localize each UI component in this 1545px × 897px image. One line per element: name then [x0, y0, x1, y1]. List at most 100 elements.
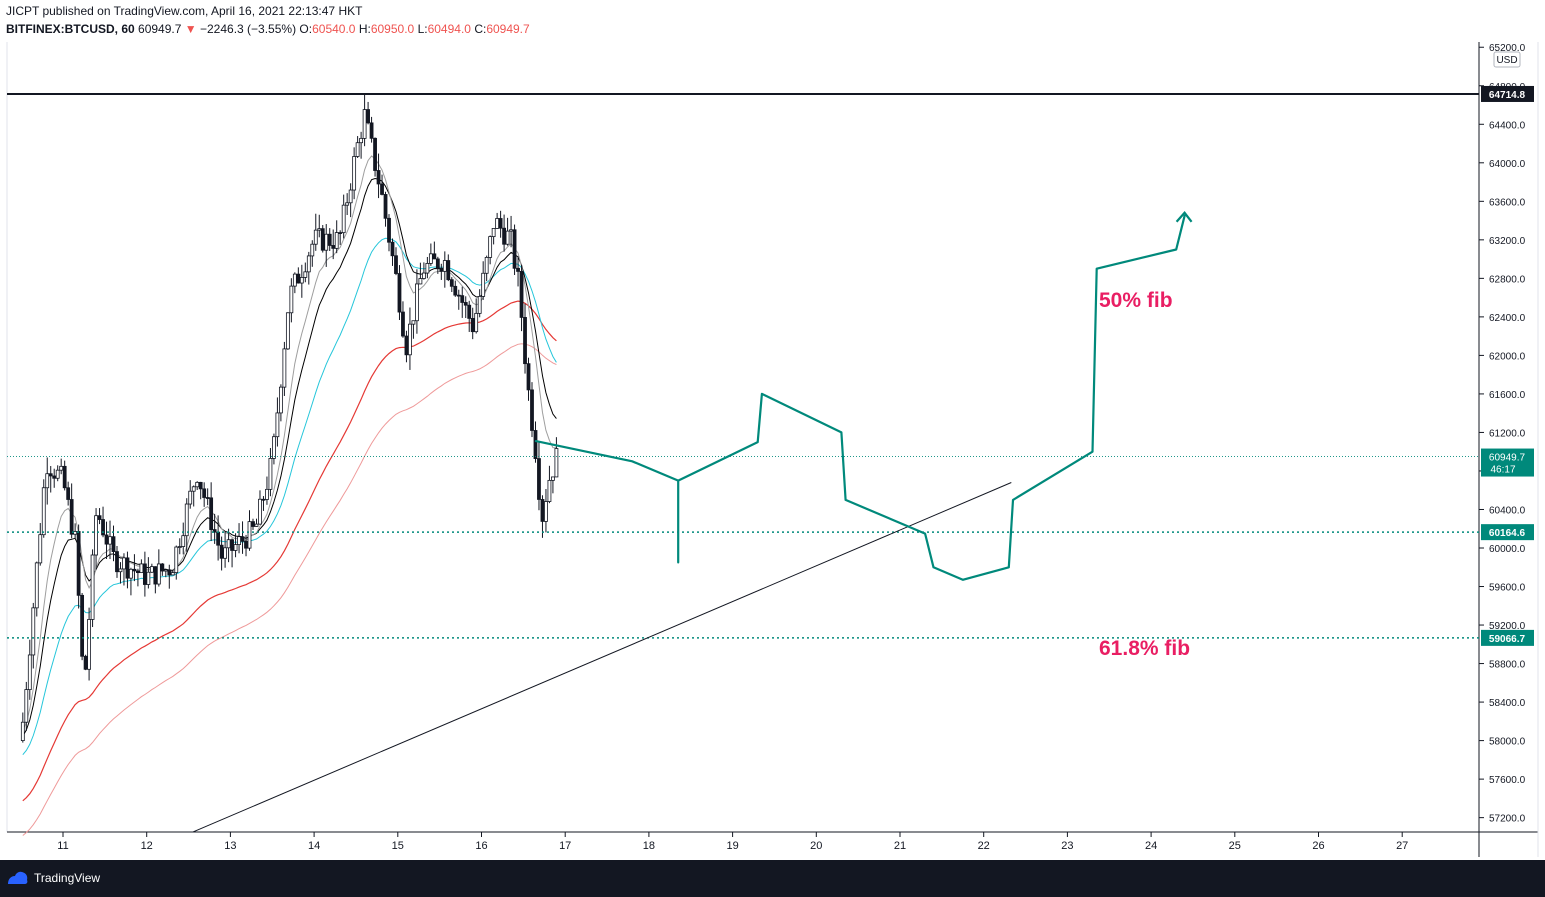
- candle-body: [502, 227, 506, 245]
- price-tick-label: 62800.0: [1489, 274, 1526, 285]
- candle-body: [331, 245, 336, 249]
- resistance-tag-bg: [1481, 85, 1534, 102]
- candle-body: [512, 229, 517, 269]
- candle-body: [463, 302, 468, 306]
- candle-body: [397, 273, 402, 313]
- candle-body: [146, 571, 151, 585]
- support-1-tag-bg: [1481, 524, 1534, 541]
- candle-body: [324, 233, 329, 251]
- candle-body: [69, 499, 74, 535]
- candle-body: [418, 278, 423, 285]
- candle-body: [122, 557, 126, 570]
- candle-body: [153, 566, 158, 585]
- candle-body: [526, 363, 531, 391]
- low-value: 60494.0: [427, 22, 471, 36]
- candle-body: [432, 253, 437, 260]
- symbol-label[interactable]: BITFINEX:BTCUSD, 60: [6, 22, 135, 36]
- candle-body: [52, 475, 57, 479]
- last-price: 60949.7: [138, 22, 182, 36]
- candle-body: [45, 473, 50, 489]
- price-tick-label: 59200.0: [1489, 621, 1526, 632]
- candle-body: [488, 236, 493, 258]
- projection-arrow-icon: [1175, 211, 1193, 223]
- candle-body: [533, 430, 538, 459]
- price-tick-label: 60400.0: [1489, 505, 1526, 516]
- chart-header: JICPT published on TradingView.com, Apri…: [0, 0, 1545, 40]
- trendline[interactable]: [192, 482, 1012, 833]
- price-axis[interactable]: USD 65200.064800.064400.064000.063600.06…: [1479, 43, 1526, 825]
- candle-body: [477, 296, 482, 314]
- tradingview-brand[interactable]: TradingView: [34, 871, 101, 885]
- candle-body: [334, 232, 339, 249]
- time-axis[interactable]: 11 12 13 14 15 16 17 18 19 20 21 22 23 24 25 26 27: [57, 832, 1408, 852]
- ema-70-line: [22, 300, 557, 802]
- candle-body: [453, 285, 458, 296]
- candle-body: [317, 228, 322, 231]
- candle-body: [202, 488, 207, 498]
- open-value: 60540.0: [312, 22, 356, 36]
- time-tick-label: 23: [1061, 840, 1073, 852]
- resistance-tag: 64714.8: [1489, 90, 1526, 101]
- candle-body: [470, 318, 475, 333]
- candle-body: [20, 721, 25, 741]
- candle-body: [547, 479, 552, 502]
- time-tick-label: 21: [894, 840, 906, 852]
- candle-body: [275, 412, 280, 438]
- candle-body: [359, 137, 364, 144]
- last-price-tag: 60949.7: [1489, 453, 1526, 464]
- candle-body: [97, 515, 102, 520]
- time-tick-label: 24: [1145, 840, 1157, 852]
- candle-body: [394, 255, 398, 274]
- candle-body: [285, 312, 290, 350]
- currency-label: USD: [1496, 55, 1517, 66]
- candle-body: [306, 255, 311, 273]
- candle-body: [80, 594, 85, 657]
- candle-body: [177, 546, 182, 548]
- candle-body: [191, 486, 196, 492]
- candle-body: [320, 228, 325, 251]
- candle-body: [509, 229, 513, 232]
- candle-body: [237, 536, 241, 545]
- price-chart[interactable]: USD 65200.064800.064400.064000.063600.06…: [0, 0, 1545, 860]
- candle-body: [435, 258, 440, 269]
- candle-body: [251, 521, 255, 527]
- candle-body: [505, 230, 510, 245]
- candle-body: [537, 458, 541, 500]
- time-tick-label: 14: [308, 840, 320, 852]
- price-tick-label: 61200.0: [1489, 428, 1526, 439]
- candle-body: [554, 448, 559, 478]
- candle-body: [38, 534, 43, 564]
- currency-box[interactable]: [1493, 51, 1521, 68]
- candle-body: [551, 476, 555, 481]
- candle-body: [491, 228, 496, 238]
- candle-body: [421, 272, 426, 279]
- candle-body: [446, 260, 451, 281]
- time-tick-label: 15: [392, 840, 404, 852]
- candle-body: [132, 568, 137, 572]
- time-tick-label: 17: [559, 840, 571, 852]
- ema-30-line: [22, 237, 557, 756]
- projection-path[interactable]: [534, 214, 1186, 581]
- candle-body: [265, 488, 269, 500]
- candle-body: [261, 498, 266, 501]
- candle-body: [425, 263, 430, 274]
- candle-body: [160, 563, 165, 572]
- time-tick-label: 16: [475, 840, 487, 852]
- candle-body: [223, 547, 227, 559]
- candle-body: [428, 253, 433, 264]
- time-tick-label: 25: [1229, 840, 1241, 852]
- time-tick-label: 22: [978, 840, 990, 852]
- price-tick-label: 58400.0: [1489, 698, 1526, 709]
- candle-body: [111, 536, 116, 552]
- candle-body: [83, 655, 88, 670]
- candle-body: [299, 277, 304, 284]
- candle-body: [408, 323, 412, 356]
- candle-body: [348, 189, 353, 204]
- price-tick-label: 61600.0: [1489, 390, 1526, 401]
- candle-body: [34, 562, 39, 609]
- high-value: 60950.0: [370, 22, 415, 36]
- price-tick-label: 60000.0: [1489, 544, 1526, 555]
- candle-body: [467, 304, 472, 319]
- candle-body: [355, 142, 360, 157]
- tradingview-logo-icon[interactable]: [7, 870, 29, 886]
